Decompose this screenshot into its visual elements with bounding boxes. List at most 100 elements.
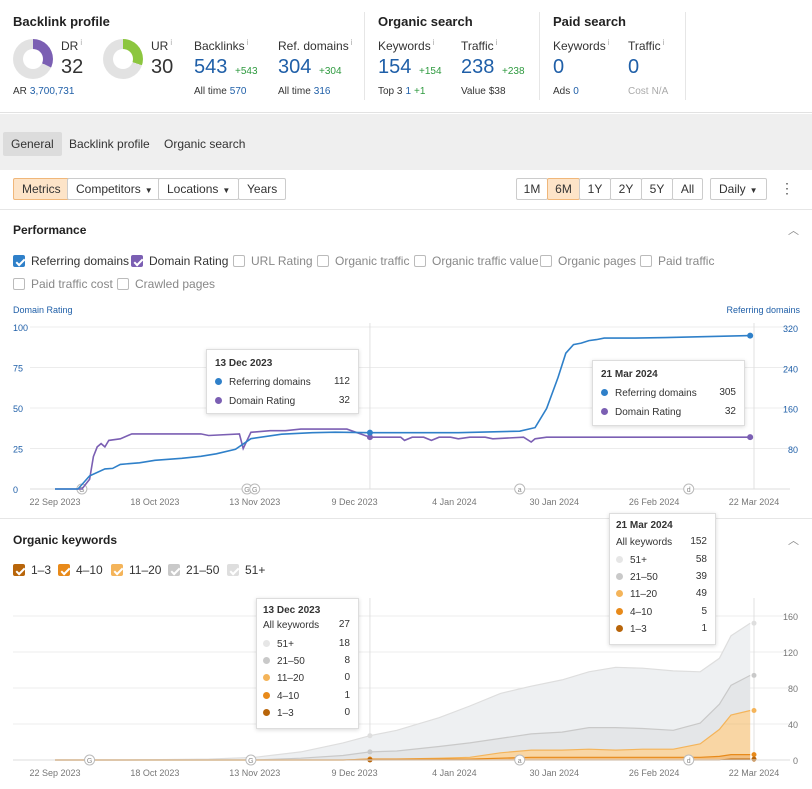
interval-dropdown[interactable]: Daily ▼	[710, 178, 767, 200]
backlinks-label[interactable]: Backlinks i	[194, 38, 249, 53]
info-icon: i	[432, 38, 435, 47]
area-51+	[55, 623, 751, 760]
y-tick-right: 240	[783, 364, 798, 374]
tooltip-date: 13 Dec 2023	[215, 358, 273, 369]
checkbox-position-11-20[interactable]: 11–20	[111, 563, 161, 579]
tooltip-date: 21 Mar 2024	[601, 369, 658, 380]
competitors-dropdown[interactable]: Competitors ▼	[67, 178, 162, 200]
range-2y-button[interactable]: 2Y	[610, 178, 642, 200]
x-tick: 18 Oct 2023	[130, 497, 179, 507]
annotation-marker-label: d	[687, 758, 691, 765]
checkbox-paid-traffic[interactable]: Paid traffic	[640, 254, 714, 270]
dr-donut-chart	[13, 39, 53, 79]
organic-keywords-label[interactable]: Keywords i	[378, 38, 435, 53]
area-4–10	[55, 754, 751, 760]
tooltip-value: 58	[695, 554, 707, 565]
right-axis-caption: Referring domains	[726, 305, 800, 315]
ref-domains-label[interactable]: Ref. domains i	[278, 38, 353, 53]
series-point	[747, 434, 754, 441]
tooltip-value: 1	[344, 690, 350, 701]
checkbox-organic-traffic[interactable]: Organic traffic	[317, 254, 409, 270]
checkbox-position-21-50[interactable]: 21–50	[168, 563, 219, 579]
checkbox-organic-pages[interactable]: Organic pages	[540, 254, 636, 270]
paid-search-title: Paid search	[553, 14, 626, 29]
tooltip-row-referring-domains: Referring domains	[215, 376, 311, 390]
tooltip-value: 1	[701, 623, 707, 634]
performance-chart[interactable]: 0 25 50 75 100 80 160 240 320 22 Sep 2023 18 Oct 2…	[0, 315, 812, 515]
y-tick-right: 80	[788, 445, 798, 455]
x-tick: 22 Mar 2024	[729, 768, 780, 778]
checkbox-organic-traffic-value[interactable]: Organic traffic value	[414, 254, 539, 270]
checkbox-position-1-3[interactable]: 1–3	[13, 563, 51, 579]
summary-bar: Backlink profile DR i 32 AR 3,700,731 UR i …	[0, 0, 812, 113]
series-line-domain-rating	[55, 428, 751, 490]
ur-label[interactable]: UR i	[151, 38, 173, 53]
tab-organic-search[interactable]: Organic search	[164, 137, 246, 151]
organic-keywords-title: Organic keywords	[13, 533, 118, 547]
years-button[interactable]: Years	[238, 178, 287, 200]
range-6m-button[interactable]: 6M	[547, 178, 580, 200]
annotation-marker	[683, 754, 695, 766]
checkbox-position-51-plus[interactable]: 51+	[227, 563, 265, 579]
checkbox-referring-domains[interactable]: Referring domains	[13, 254, 129, 270]
y-tick: 120	[783, 648, 798, 658]
x-tick: 22 Sep 2023	[29, 768, 80, 778]
info-icon: i	[662, 38, 665, 47]
annotation-marker	[683, 483, 695, 495]
paid-keywords-value[interactable]: 0	[553, 56, 565, 78]
x-tick: 26 Feb 2024	[629, 768, 680, 778]
dr-label[interactable]: DR i	[61, 38, 83, 53]
tab-general[interactable]: General	[3, 132, 62, 156]
organic-keywords-value[interactable]: 154	[378, 56, 412, 78]
series-point	[751, 756, 757, 762]
tooltip-total-label: All keywords	[263, 620, 320, 631]
tooltip-value: 0	[344, 672, 350, 683]
annotation-marker	[245, 754, 257, 766]
ads-value: Ads 0	[553, 86, 579, 97]
x-tick: 9 Dec 2023	[332, 768, 378, 778]
ref-domains-value[interactable]: 304	[278, 56, 312, 78]
y-tick-left: 50	[13, 404, 23, 414]
y-tick: 0	[793, 756, 798, 766]
backlinks-value[interactable]: 543	[194, 56, 228, 78]
checkbox-position-4-10[interactable]: 4–10	[58, 563, 103, 579]
range-5y-button[interactable]: 5Y	[641, 178, 673, 200]
paid-traffic-label[interactable]: Traffic i	[628, 38, 665, 53]
x-tick: 18 Oct 2023	[130, 768, 179, 778]
locations-dropdown[interactable]: Locations ▼	[158, 178, 240, 200]
organic-traffic-value[interactable]: 238	[461, 56, 495, 78]
x-tick: 30 Jan 2024	[530, 768, 580, 778]
organic-keywords-delta: +154	[419, 66, 442, 77]
range-1m-button[interactable]: 1M	[516, 178, 548, 200]
tooltip-value: 305	[719, 387, 736, 398]
metrics-button[interactable]: Metrics	[13, 178, 70, 200]
paid-keywords-label[interactable]: Keywords i	[553, 38, 610, 53]
checkbox-crawled-pages[interactable]: Crawled pages	[117, 277, 215, 293]
range-all-button[interactable]: All	[672, 178, 703, 200]
performance-tooltip-dec: 13 Dec 2023 Referring domains 112 Domain…	[206, 349, 359, 414]
ref-domains-all-time: All time 316	[278, 86, 331, 97]
collapse-chevron-icon[interactable]: ︿	[788, 535, 799, 547]
range-1y-button[interactable]: 1Y	[579, 178, 611, 200]
series-line-referring-domains	[55, 334, 751, 490]
annotation-marker	[249, 483, 261, 495]
x-tick: 22 Mar 2024	[729, 497, 780, 507]
paid-traffic-value[interactable]: 0	[628, 56, 640, 78]
y-tick: 40	[788, 720, 798, 730]
checkbox-paid-traffic-cost[interactable]: Paid traffic cost	[13, 277, 113, 293]
x-tick: 30 Jan 2024	[530, 497, 580, 507]
tooltip-row-domain-rating: Domain Rating	[215, 395, 295, 409]
checkbox-url-rating[interactable]: URL Rating	[233, 254, 313, 270]
checkbox-domain-rating[interactable]: Domain Rating	[131, 254, 228, 270]
collapse-chevron-icon[interactable]: ︿	[788, 225, 799, 237]
organic-traffic-delta: +238	[502, 66, 525, 77]
organic-traffic-label[interactable]: Traffic i	[461, 38, 498, 53]
tab-backlink-profile[interactable]: Backlink profile	[69, 137, 150, 151]
divider	[539, 12, 540, 100]
divider	[685, 12, 686, 100]
more-options-icon[interactable]: ⋮	[780, 180, 794, 196]
tooltip-row: 1–3	[616, 623, 647, 637]
series-point	[367, 749, 373, 755]
x-tick: 4 Jan 2024	[432, 497, 477, 507]
